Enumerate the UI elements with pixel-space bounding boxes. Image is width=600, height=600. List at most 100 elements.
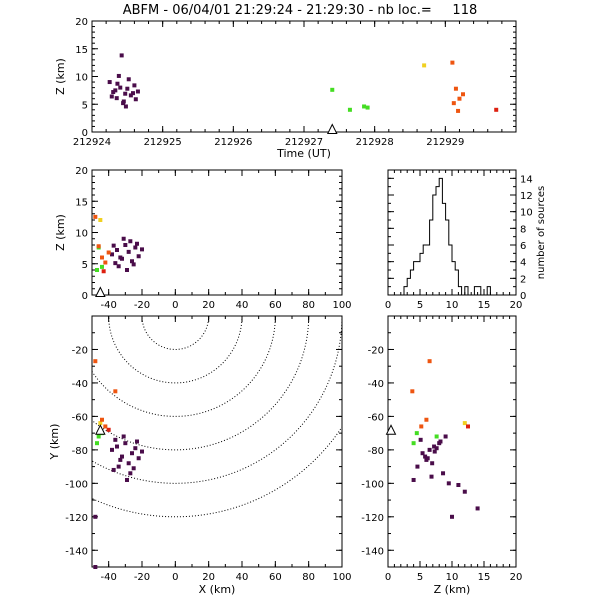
time-height-point (128, 93, 133, 98)
time-height-point (461, 92, 465, 97)
time-height-point (422, 63, 427, 68)
plan-view-point (93, 565, 98, 569)
x-height-ytick-label: 5 (82, 260, 88, 271)
height-y-ytick-label: -100 (361, 479, 384, 490)
time-height-point (453, 86, 458, 91)
x-height-point (135, 241, 139, 246)
plan-view-xtick-label: 20 (202, 572, 215, 583)
time-height-xtick-label: 212924 (73, 137, 111, 148)
plan-view-xtick-label: -20 (134, 572, 150, 583)
time-height-xtick-label: 212929 (426, 137, 464, 148)
plan-view-xlabel: X (km) (199, 583, 236, 596)
height-y-point (427, 359, 432, 364)
height-y-point (441, 471, 446, 476)
height-y-point (429, 474, 434, 479)
height-y-frame (387, 315, 517, 568)
x-height-point (95, 268, 99, 272)
time-height-ytick-label: 20 (75, 17, 88, 28)
histogram-ytick-label: 0 (520, 291, 526, 302)
x-height-point (115, 248, 119, 252)
time-height-ytick-label: 10 (75, 73, 88, 84)
time-height-xtick-label: 212926 (214, 137, 252, 148)
height-y-point (430, 461, 435, 466)
histogram-ytick-label: 2 (520, 274, 526, 285)
time-height-point (450, 60, 455, 65)
plan-view-point (113, 389, 118, 394)
plan-view-ytick-label: -20 (72, 345, 88, 356)
histogram-frame (387, 169, 517, 296)
time-height-point (126, 77, 131, 82)
plan-view-point (96, 434, 101, 439)
height-y-point (424, 417, 429, 422)
plan-view-point (103, 424, 108, 429)
time-height-point (109, 94, 114, 99)
time-height-xtick-label: 212928 (356, 137, 394, 148)
height-y-station-marker (385, 424, 397, 435)
height-y-point (475, 506, 480, 511)
histogram-xtick-label: 10 (446, 300, 459, 311)
plan-view-point (95, 441, 99, 446)
height-y-point (411, 477, 416, 482)
histogram-ytick-label: 12 (520, 191, 533, 202)
plan-view-point (93, 359, 98, 364)
height-y-point (419, 424, 424, 429)
plan-view-point (98, 421, 103, 426)
plan-view-point (121, 434, 126, 439)
height-y-point (462, 421, 467, 426)
time-height-ytick-label: 15 (75, 45, 88, 56)
x-height-point (96, 244, 101, 249)
time-height-point (133, 97, 138, 102)
plan-view-point (123, 441, 128, 446)
x-height-point (121, 236, 126, 241)
histogram-ytick-label: 6 (520, 241, 526, 252)
x-height-frame (91, 169, 343, 296)
histogram-ytick-label: 10 (520, 208, 533, 219)
time-height-point (135, 89, 140, 94)
plan-view-point (115, 444, 119, 449)
time-height-point (115, 81, 120, 86)
time-height-xlabel: Time (UT) (276, 147, 331, 160)
plan-view-point (131, 466, 136, 471)
time-height-point (132, 83, 137, 88)
plan-view-station-marker (95, 424, 106, 435)
x-height-point (100, 264, 104, 269)
plan-view-xtick-label: 80 (302, 572, 315, 583)
time-height-point (121, 101, 126, 106)
plan-view-point (140, 449, 144, 454)
time-height-frame (91, 20, 517, 133)
height-y-xlabel: Z (km) (434, 583, 471, 596)
x-height-points (93, 214, 144, 274)
plan-view-xtick-label: 0 (172, 572, 178, 583)
x-height-point (101, 269, 106, 274)
height-y-point (434, 446, 439, 451)
x-height-point (140, 247, 144, 252)
x-height-point (133, 245, 138, 250)
x-height-station-marker (95, 286, 106, 297)
x-height-point (113, 261, 118, 266)
plan-view-point (133, 446, 138, 451)
height-y-point (443, 434, 448, 439)
plan-view-ylabel: Y (km) (48, 424, 61, 461)
plan-view-point (116, 464, 121, 469)
x-height-ytick-label: 20 (75, 166, 88, 177)
time-height-point (119, 53, 124, 58)
x-height-ytick-label: 15 (75, 197, 88, 208)
x-height-point (125, 268, 129, 272)
plan-view-xtick-label: 60 (269, 572, 282, 583)
height-y-xtick-label: 20 (510, 572, 523, 583)
x-height-point (106, 250, 111, 255)
height-y-points (410, 359, 480, 519)
height-y-point (423, 454, 428, 459)
plan-view-ytick-label: -140 (65, 546, 88, 557)
x-height-xtick-label: 20 (202, 300, 215, 311)
height-y-point (410, 389, 415, 394)
time-height-point (107, 80, 112, 85)
x-height-point (116, 264, 121, 269)
height-y-xtick-label: 0 (385, 572, 391, 583)
histogram-ytick-label: 4 (520, 258, 526, 269)
height-y-point (432, 444, 437, 449)
time-height-station-marker (326, 123, 338, 134)
plan-view-point (125, 477, 129, 482)
height-y-ytick-label: -20 (368, 345, 384, 356)
x-height-point (93, 214, 98, 219)
